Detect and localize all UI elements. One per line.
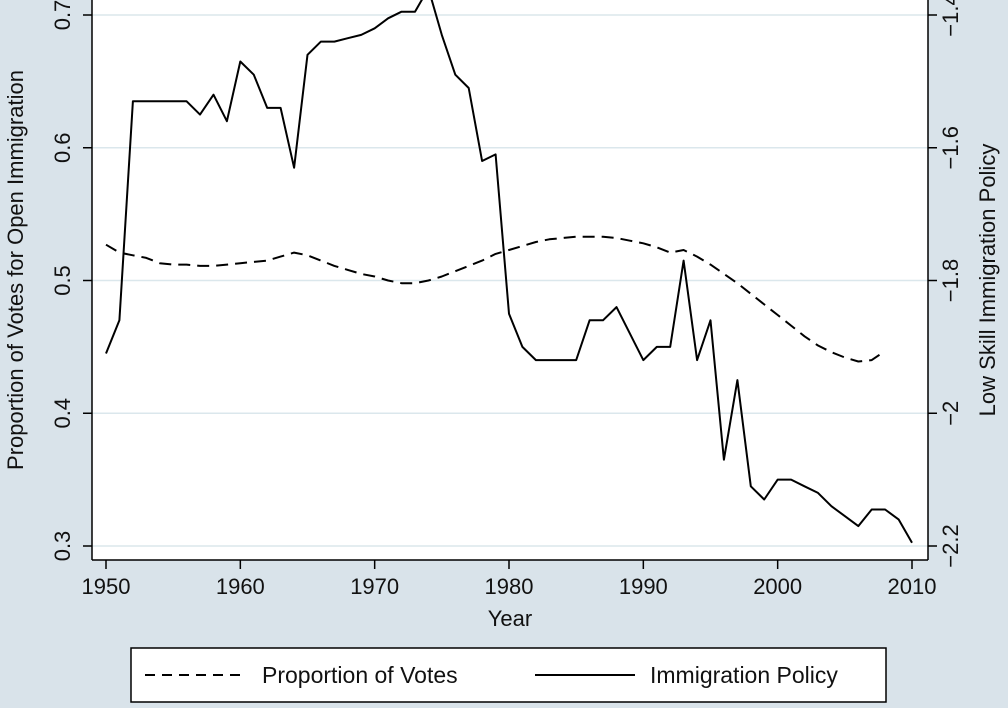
y-right-tick-label-1: −2	[938, 401, 963, 426]
legend-label-proportion-of-votes: Proportion of Votes	[262, 662, 458, 688]
y-right-tick-label-4: −1.4	[938, 0, 963, 37]
y-left-tick-label-0: 0.3	[50, 531, 75, 562]
x-axis-ticks: 1950 1960 1970 1980 1990 2000 2010	[82, 560, 937, 599]
series-line-immigration-policy	[105, 0, 913, 544]
legend-label-immigration-policy: Immigration Policy	[650, 662, 838, 688]
y-left-axis-ticks: 0.3 0.4 0.5 0.6 0.7	[50, 0, 92, 561]
y-left-tick-label-4: 0.7	[50, 0, 75, 30]
y-right-tick-label-2: −1.8	[938, 259, 963, 302]
y-right-axis-ticks: −2.2 −2 −1.8 −1.6 −1.4	[928, 0, 963, 568]
x-tick-label-3: 1980	[485, 574, 534, 599]
x-tick-label-6: 2010	[888, 574, 937, 599]
y-left-tick-label-1: 0.4	[50, 398, 75, 429]
y-right-tick-label-3: −1.6	[938, 126, 963, 169]
x-tick-label-2: 1970	[350, 574, 399, 599]
x-tick-label-5: 2000	[753, 574, 802, 599]
y-left-tick-label-3: 0.6	[50, 132, 75, 163]
y-right-tick-label-0: −2.2	[938, 524, 963, 567]
y-right-axis-title: Low Skill Immigration Policy	[975, 144, 1000, 417]
series-line-proportion-of-votes	[105, 235, 886, 363]
x-axis-title: Year	[488, 606, 532, 631]
y-left-axis-title: Proportion of Votes for Open Immigration	[3, 70, 28, 470]
legend: Proportion of Votes Immigration Policy	[130, 647, 887, 703]
grid-lines	[92, 14, 928, 547]
series-lines	[105, 0, 913, 544]
legend-box	[130, 647, 887, 703]
y-left-tick-label-2: 0.5	[50, 265, 75, 296]
x-tick-label-1: 1960	[216, 574, 265, 599]
x-tick-label-4: 1990	[619, 574, 668, 599]
x-tick-label-0: 1950	[82, 574, 131, 599]
